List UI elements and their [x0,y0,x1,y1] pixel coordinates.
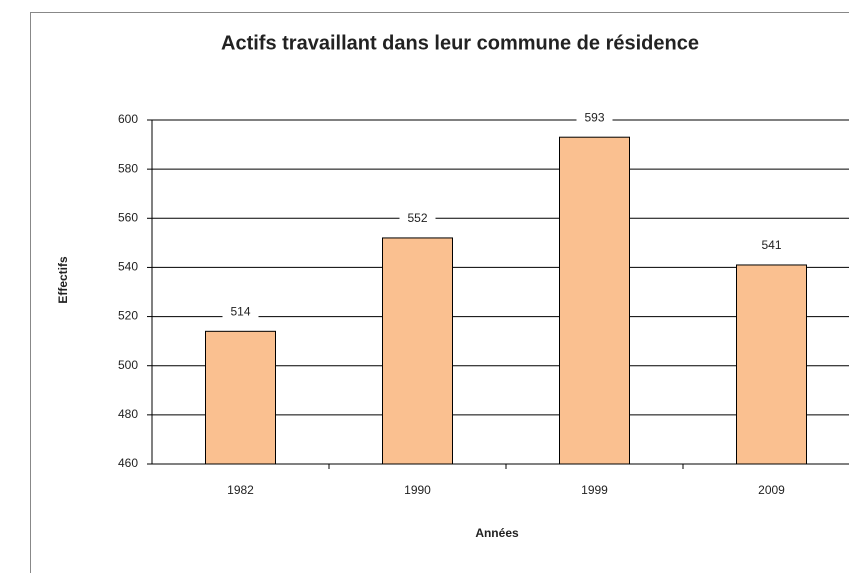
x-tick-label: 1982 [227,483,254,497]
bar [736,264,807,465]
data-label: 552 [407,211,427,225]
data-label-bg [399,210,436,227]
data-label: 514 [230,304,250,318]
x-tick-label: 1990 [404,483,431,497]
data-label-bg [753,237,790,254]
y-tick-label: 600 [118,112,138,126]
y-tick-label: 460 [118,456,138,470]
y-tick-label: 540 [118,260,138,274]
data-label-bg [576,110,613,127]
x-axis-label: Années [475,526,519,540]
y-tick-label: 480 [118,407,138,421]
bar [382,237,453,465]
x-tick-label: 1999 [581,483,608,497]
y-tick-label: 520 [118,309,138,323]
bar [205,330,276,465]
y-tick-label: 560 [118,210,138,224]
x-tick-label: 2009 [758,483,785,497]
chart-title: Actifs travaillant dans leur commune de … [221,32,699,54]
y-axis-label: Effectifs [56,256,70,304]
y-tick-label: 500 [118,358,138,372]
y-tick-label: 580 [118,161,138,175]
data-label: 541 [761,238,781,252]
bar [559,136,630,465]
data-label: 593 [584,110,604,124]
data-label-bg [222,304,259,321]
